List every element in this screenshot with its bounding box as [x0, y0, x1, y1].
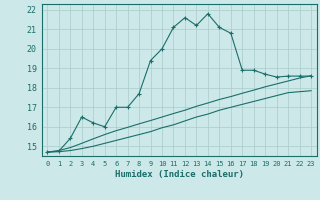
X-axis label: Humidex (Indice chaleur): Humidex (Indice chaleur) [115, 170, 244, 179]
